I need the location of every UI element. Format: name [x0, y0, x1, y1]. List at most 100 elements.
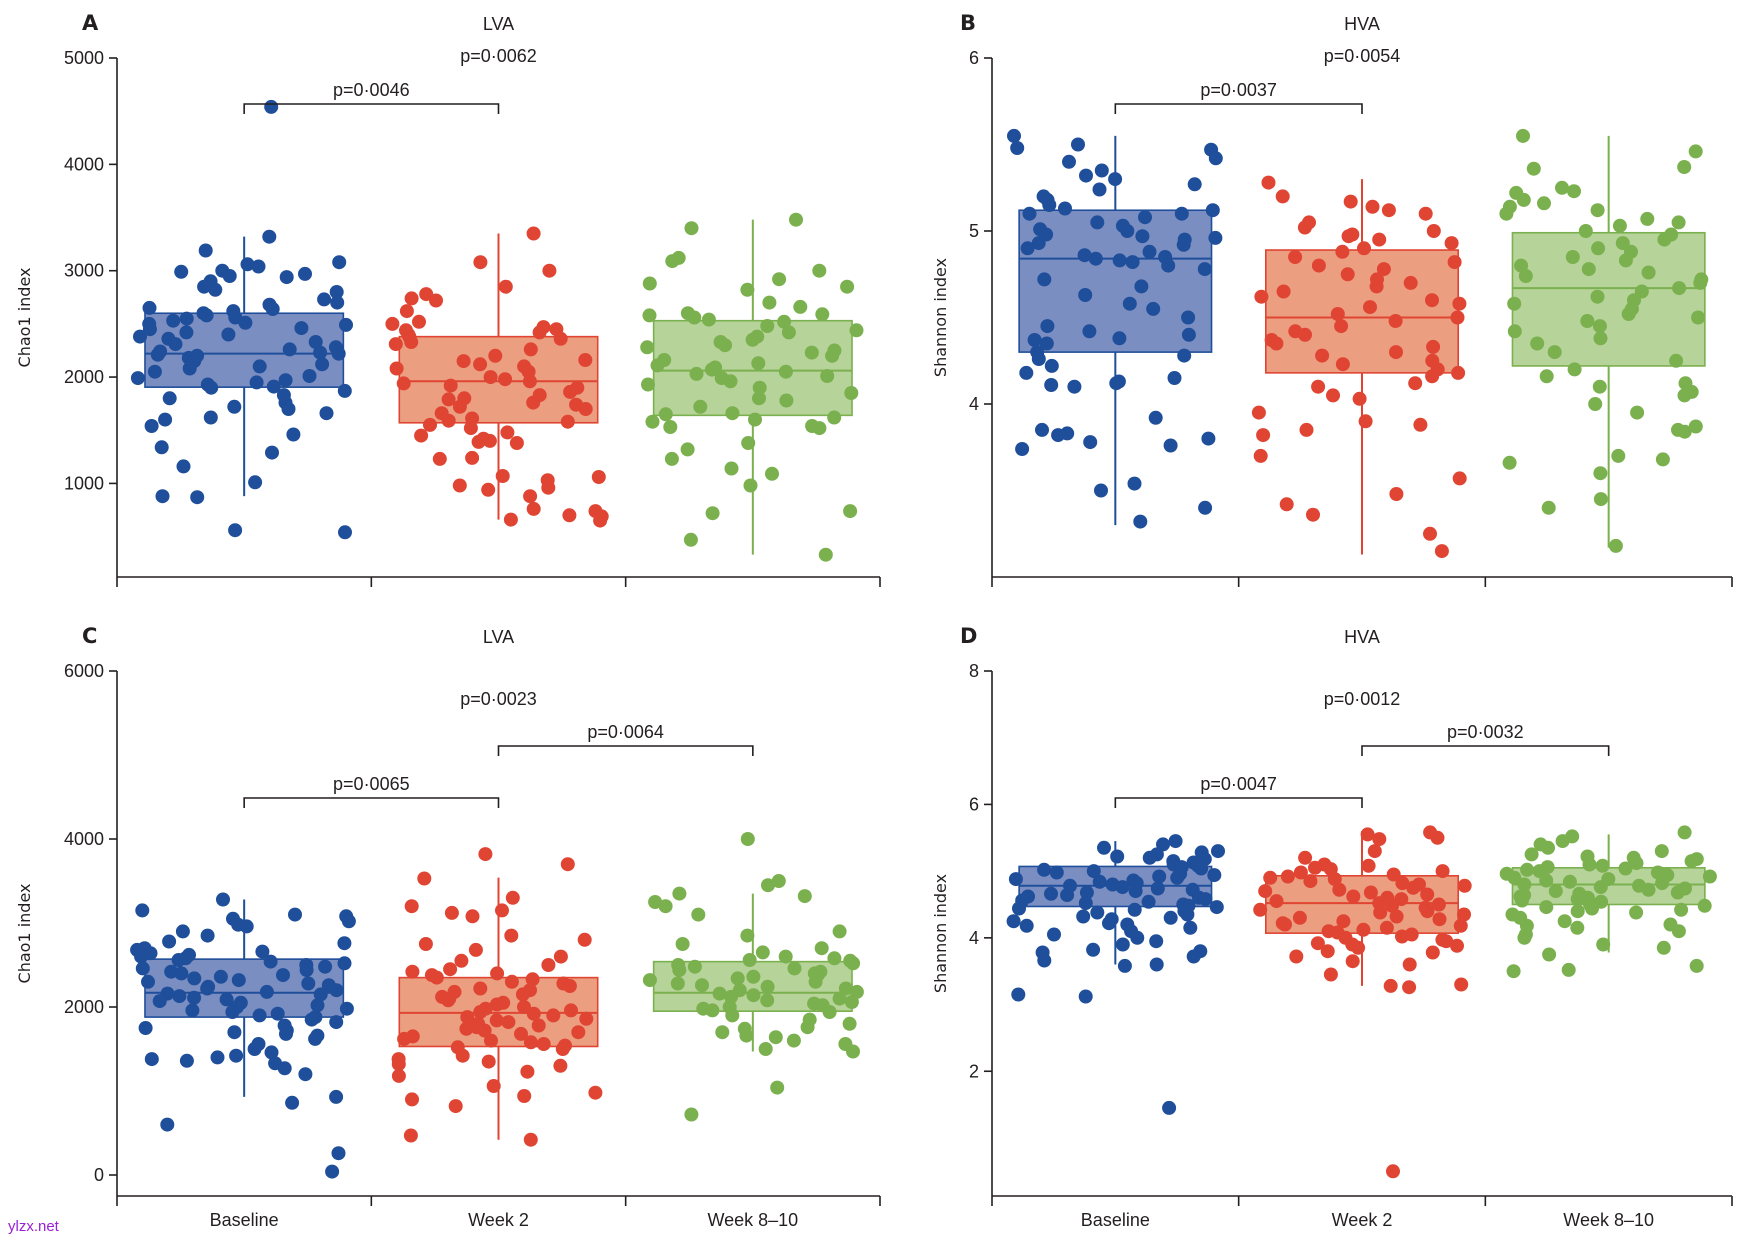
data-point — [486, 1079, 501, 1093]
data-point — [1311, 379, 1326, 394]
data-point — [1450, 938, 1464, 953]
data-point — [520, 1064, 535, 1079]
data-point — [787, 961, 802, 976]
data-point — [315, 357, 330, 372]
data-point — [1174, 206, 1189, 221]
data-point — [1530, 336, 1545, 351]
data-point — [1115, 880, 1130, 895]
group-week-2 — [1253, 825, 1472, 1179]
data-point — [1595, 858, 1610, 873]
data-point — [742, 953, 757, 967]
data-point — [266, 379, 281, 394]
data-point — [1120, 224, 1135, 238]
data-point — [1688, 419, 1703, 434]
y-tick-label: 6000 — [64, 661, 104, 681]
group-week-2 — [391, 847, 603, 1147]
data-point — [1578, 224, 1593, 238]
data-point — [1011, 987, 1026, 1002]
data-point — [441, 392, 456, 407]
data-point — [1146, 301, 1161, 316]
data-point — [1346, 889, 1361, 904]
data-point — [1547, 345, 1562, 360]
data-point — [1279, 497, 1294, 512]
data-point — [337, 936, 352, 951]
data-point — [1590, 203, 1605, 218]
data-point — [1418, 206, 1433, 221]
data-point — [509, 436, 524, 450]
data-point — [1365, 199, 1380, 214]
data-point — [1278, 917, 1292, 932]
data-point — [162, 391, 177, 406]
data-point — [1109, 376, 1124, 391]
data-point — [772, 272, 787, 287]
x-tick-label: Week 8–10 — [707, 1210, 798, 1230]
data-point — [198, 243, 213, 258]
data-point — [691, 907, 706, 922]
data-point — [1453, 918, 1468, 933]
panel-title: HVA — [1344, 627, 1380, 647]
data-point — [778, 949, 793, 964]
p-value-label: p=0·0012 — [1324, 689, 1401, 709]
data-point — [1372, 832, 1387, 847]
data-point — [429, 293, 443, 308]
data-point — [846, 1044, 860, 1059]
data-point — [1507, 296, 1522, 311]
data-point — [751, 356, 766, 371]
data-point — [473, 357, 488, 372]
data-point — [546, 1008, 561, 1023]
data-point — [526, 395, 541, 410]
data-point — [840, 279, 855, 294]
y-axis-label: Chao1 index — [15, 884, 34, 984]
data-point — [1386, 867, 1401, 882]
data-point — [1677, 424, 1692, 439]
data-point — [564, 1003, 578, 1018]
data-point — [197, 279, 212, 294]
data-point — [396, 376, 411, 391]
data-point — [746, 988, 761, 1003]
data-point — [282, 342, 297, 357]
data-point — [1629, 856, 1644, 871]
data-point — [1336, 914, 1351, 929]
data-point — [1677, 388, 1692, 403]
data-point — [498, 372, 513, 387]
data-point — [1515, 893, 1529, 908]
data-point — [1592, 319, 1607, 334]
data-point — [1327, 872, 1342, 887]
data-point — [174, 264, 189, 279]
data-point — [1570, 904, 1585, 919]
data-point — [664, 451, 679, 466]
data-point — [762, 295, 777, 310]
data-point — [135, 961, 150, 976]
data-point — [1039, 336, 1054, 351]
data-point — [294, 321, 309, 336]
data-point — [1168, 834, 1183, 849]
data-point — [1343, 194, 1358, 209]
data-point — [331, 346, 346, 361]
data-point — [179, 311, 194, 326]
group-baseline — [1006, 834, 1225, 1115]
data-point — [301, 976, 316, 991]
data-point — [1008, 872, 1023, 887]
y-axis-label: Shannon index — [931, 874, 950, 993]
data-point — [1162, 1100, 1177, 1115]
data-point — [1138, 210, 1152, 225]
data-point — [175, 924, 190, 939]
data-point — [842, 1016, 857, 1031]
data-point — [185, 1003, 200, 1018]
data-point — [555, 1042, 570, 1056]
data-point — [832, 991, 847, 1006]
data-point — [1181, 327, 1196, 342]
data-point — [443, 378, 458, 393]
data-point — [797, 889, 812, 904]
data-point — [532, 325, 547, 340]
panel-title: HVA — [1344, 14, 1380, 34]
data-point — [1044, 886, 1058, 901]
data-point — [1042, 198, 1057, 212]
data-point — [1395, 876, 1410, 891]
data-point — [329, 1089, 344, 1104]
data-point — [414, 428, 429, 443]
data-point — [1425, 945, 1440, 960]
data-point — [1251, 405, 1266, 420]
data-point — [1672, 281, 1687, 296]
data-point — [240, 257, 255, 272]
